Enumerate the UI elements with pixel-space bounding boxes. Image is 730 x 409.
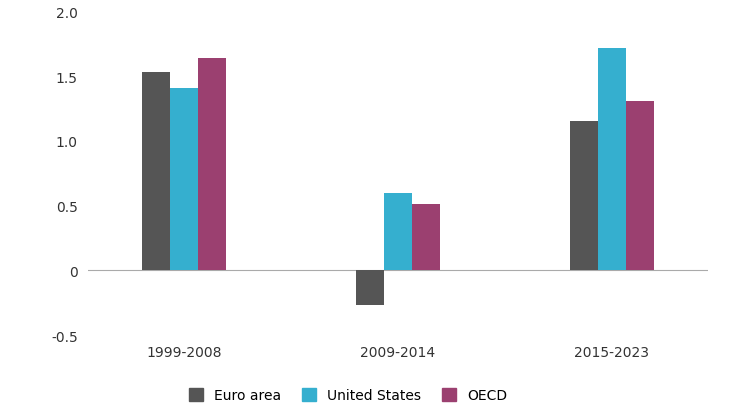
Bar — [570, 122, 598, 271]
Bar — [356, 271, 384, 306]
Legend: Euro area, United States, OECD: Euro area, United States, OECD — [182, 382, 514, 409]
Bar — [598, 48, 626, 271]
Bar — [170, 88, 198, 271]
Bar — [626, 101, 653, 271]
Bar — [384, 193, 412, 271]
Bar — [142, 73, 170, 271]
Bar — [198, 59, 226, 271]
Bar — [412, 205, 439, 271]
